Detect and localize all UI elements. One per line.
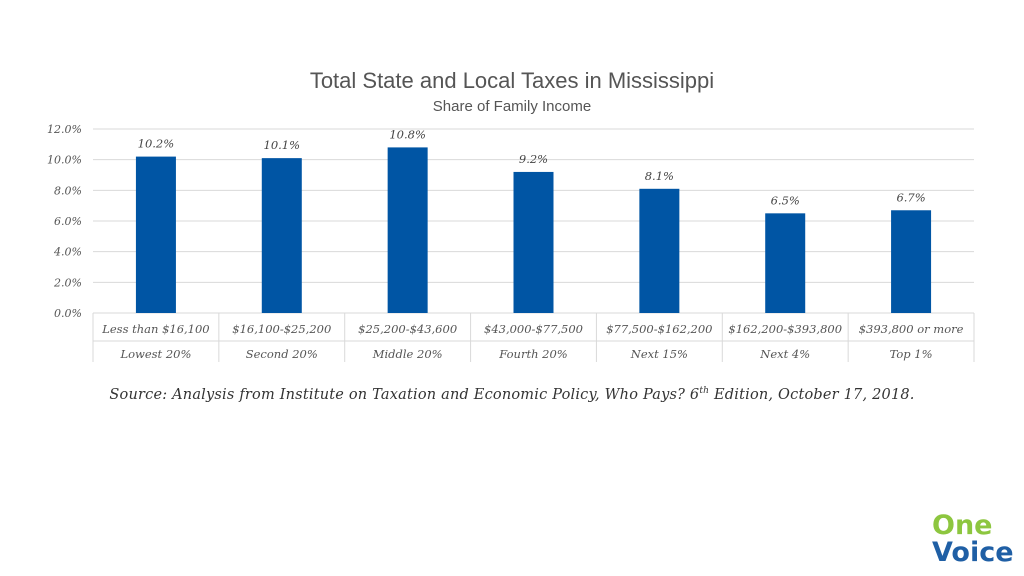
data-label: 6.5%	[771, 193, 800, 207]
y-tick-label: 0.0%	[54, 307, 82, 320]
bar	[639, 188, 680, 313]
bar	[891, 210, 932, 313]
data-label: 10.1%	[264, 138, 301, 152]
bars	[135, 147, 932, 313]
bar	[261, 158, 302, 313]
x-category-label: $393,800 or more	[859, 322, 964, 336]
bar	[135, 156, 176, 313]
data-label: 8.1%	[645, 169, 674, 183]
bar	[765, 213, 806, 313]
source-text: Source: Analysis from Institute on Taxat…	[109, 386, 700, 403]
data-label: 10.8%	[389, 127, 426, 141]
x-group-label: Middle 20%	[372, 347, 443, 361]
one-voice-logo: One Voice	[928, 512, 1016, 572]
bar	[513, 171, 554, 313]
source-text-end: Edition, October 17, 2018.	[709, 386, 915, 403]
x-group-label: Fourth 20%	[498, 347, 567, 361]
x-group-label: Second 20%	[246, 347, 318, 361]
y-tick-label: 12.0%	[47, 123, 82, 136]
x-group-label: Next 15%	[630, 347, 688, 361]
x-axis: Less than $16,100 Lowest 20% $16,100-$25,2…	[92, 313, 975, 362]
logo-line-one: One	[932, 510, 993, 541]
x-group-label: Lowest 20%	[119, 347, 191, 361]
x-category-label: $162,200-$393,800	[728, 322, 842, 336]
x-group-label: Top 1%	[890, 347, 933, 361]
data-label: 10.2%	[138, 137, 175, 151]
y-tick-label: 6.0%	[54, 215, 82, 228]
bar	[387, 147, 428, 313]
y-tick-label: 10.0%	[47, 154, 82, 167]
data-label: 6.7%	[896, 190, 925, 204]
chart: Total State and Local Taxes in Mississip…	[47, 68, 975, 362]
x-category-label: $16,100-$25,200	[232, 322, 331, 336]
y-tick-label: 8.0%	[54, 184, 82, 197]
chart-subtitle: Share of Family Income	[433, 98, 591, 115]
data-label: 9.2%	[519, 152, 548, 166]
x-group-label: Next 4%	[759, 347, 810, 361]
data-labels: 10.2% 10.1% 10.8% 9.2% 8.1% 6.5% 6.7%	[138, 127, 926, 207]
x-category-label: $77,500-$162,200	[606, 322, 712, 336]
logo-line-voice: Voice	[932, 537, 1014, 568]
x-category-label: Less than $16,100	[101, 322, 209, 336]
x-category-label: $43,000-$77,500	[484, 322, 583, 336]
x-category-label: $25,200-$43,600	[358, 322, 457, 336]
source-note: Source: Analysis from Institute on Taxat…	[0, 386, 1024, 403]
chart-title: Total State and Local Taxes in Mississip…	[310, 68, 714, 93]
y-tick-label: 2.0%	[53, 276, 82, 289]
grid: 0.0% 2.0% 4.0% 6.0% 8.0% 10.0% 12.0%	[47, 123, 974, 320]
y-tick-label: 4.0%	[53, 246, 82, 259]
source-superscript: th	[699, 386, 710, 396]
